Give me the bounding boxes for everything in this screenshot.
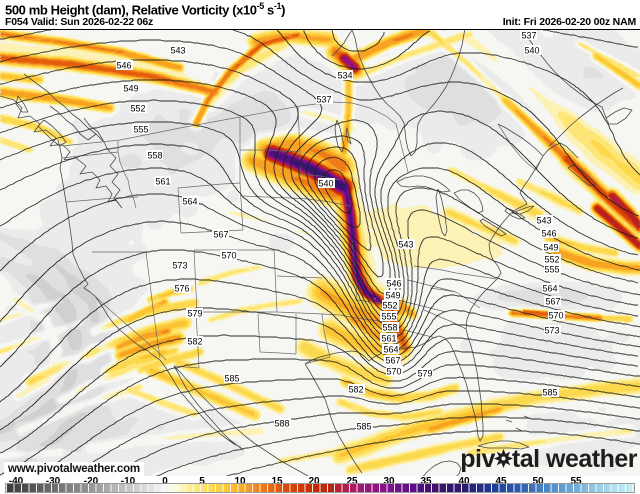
svg-text:549: 549	[123, 84, 138, 94]
svg-text:585: 585	[224, 374, 239, 384]
svg-text:582: 582	[187, 337, 202, 347]
svg-text:549: 549	[543, 243, 558, 253]
svg-text:537: 537	[521, 31, 536, 41]
svg-text:540: 540	[318, 179, 333, 189]
svg-text:543: 543	[398, 240, 413, 250]
svg-text:543: 543	[536, 216, 551, 226]
svg-text:564: 564	[542, 284, 557, 294]
svg-text:570: 570	[221, 251, 236, 261]
svg-text:555: 555	[133, 125, 148, 135]
svg-text:579: 579	[187, 309, 202, 319]
svg-text:534: 534	[337, 71, 352, 81]
svg-text:582: 582	[348, 385, 363, 395]
svg-text:561: 561	[381, 334, 396, 344]
svg-text:546: 546	[386, 279, 401, 289]
svg-text:585: 585	[356, 422, 371, 432]
svg-text:558: 558	[382, 323, 397, 333]
svg-text:579: 579	[417, 369, 432, 379]
svg-text:567: 567	[213, 230, 228, 240]
svg-text:576: 576	[174, 284, 189, 294]
svg-text:585: 585	[542, 388, 557, 398]
svg-text:552: 552	[130, 104, 145, 114]
svg-text:570: 570	[548, 311, 563, 321]
svg-text:549: 549	[385, 291, 400, 301]
svg-text:573: 573	[544, 326, 559, 336]
svg-text:567: 567	[385, 356, 400, 366]
svg-text:558: 558	[147, 151, 162, 161]
svg-text:543: 543	[170, 46, 185, 56]
svg-text:546: 546	[541, 229, 556, 239]
svg-text:570: 570	[386, 367, 401, 377]
svg-text:567: 567	[545, 297, 560, 307]
svg-text:564: 564	[383, 345, 398, 355]
svg-text:540: 540	[524, 46, 539, 56]
svg-text:588: 588	[274, 419, 289, 429]
svg-text:573: 573	[172, 261, 187, 271]
svg-text:552: 552	[382, 301, 397, 311]
svg-text:561: 561	[155, 177, 170, 187]
svg-text:537: 537	[316, 95, 331, 105]
svg-text:546: 546	[116, 61, 131, 71]
svg-text:552: 552	[544, 255, 559, 265]
svg-text:555: 555	[544, 265, 559, 275]
svg-text:564: 564	[182, 197, 197, 207]
svg-text:555: 555	[381, 312, 396, 322]
